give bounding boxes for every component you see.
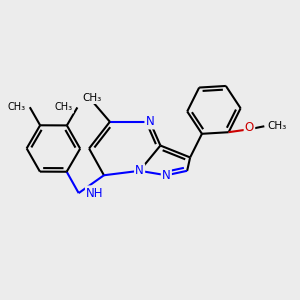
Text: CH₃: CH₃ bbox=[82, 93, 102, 103]
Text: CH₃: CH₃ bbox=[267, 121, 286, 131]
Text: N: N bbox=[162, 169, 171, 182]
Text: NH: NH bbox=[86, 187, 104, 200]
Text: CH₃: CH₃ bbox=[55, 102, 73, 112]
Text: CH₃: CH₃ bbox=[7, 102, 26, 112]
Text: O: O bbox=[245, 121, 254, 134]
Text: N: N bbox=[146, 115, 154, 128]
Text: N: N bbox=[135, 164, 144, 177]
